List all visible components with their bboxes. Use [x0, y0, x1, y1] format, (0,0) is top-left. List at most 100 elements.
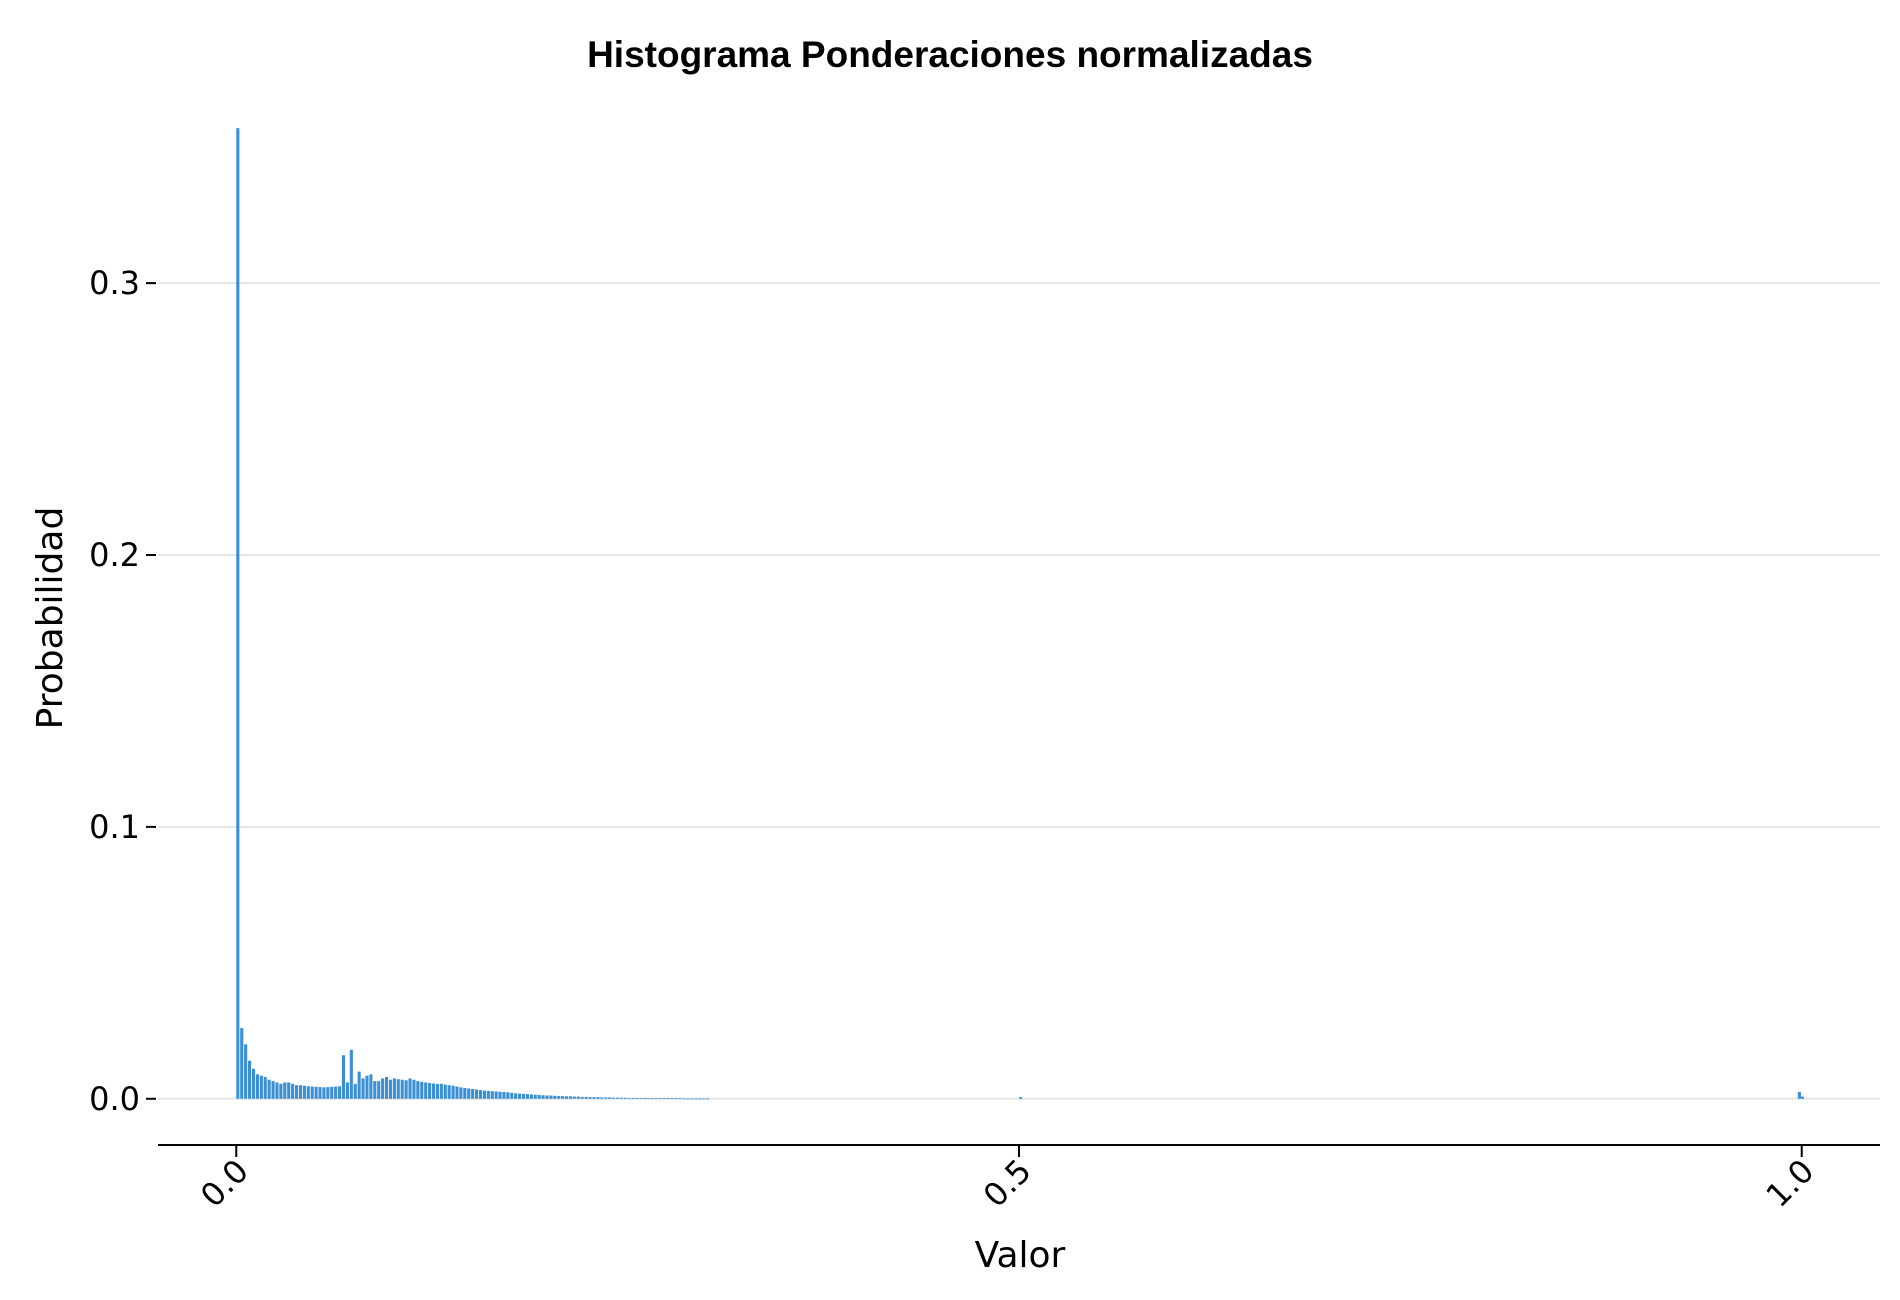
histogram-bar [400, 1079, 404, 1099]
y-tick-label: 0.1 [89, 808, 140, 846]
histogram-bar [420, 1081, 424, 1099]
histogram-bar [431, 1083, 436, 1099]
histogram-bar [255, 1074, 259, 1099]
histogram-bar [705, 1098, 710, 1100]
histogram-bar [588, 1097, 592, 1099]
histogram-bar [619, 1097, 623, 1099]
histogram-bar [338, 1086, 342, 1099]
histogram-bar [631, 1097, 635, 1099]
histogram-bar [1797, 1091, 1801, 1099]
histogram-bar [424, 1082, 428, 1099]
histogram-bar [408, 1078, 412, 1099]
histogram-bar [455, 1086, 459, 1099]
histogram-bar [502, 1091, 506, 1099]
histogram-bar [357, 1071, 361, 1099]
histogram-bar [604, 1097, 608, 1099]
histogram-bar [388, 1079, 393, 1099]
x-axis-label: Valor [975, 1235, 1066, 1276]
histogram-bar [361, 1078, 365, 1099]
histogram-bar [698, 1098, 702, 1100]
histogram-bar [287, 1082, 291, 1099]
histogram-bar [310, 1086, 314, 1099]
histogram-bar [537, 1094, 541, 1099]
histogram-bar [533, 1094, 537, 1099]
histogram-bar [392, 1078, 396, 1099]
histogram-bar [572, 1096, 576, 1099]
histogram-bar [314, 1086, 318, 1099]
histogram-bar [553, 1095, 557, 1099]
histogram-bar [592, 1097, 596, 1099]
histogram-bar [412, 1079, 416, 1099]
histogram-bar [655, 1098, 659, 1100]
histogram-bar [580, 1096, 584, 1099]
histogram-bar [529, 1094, 533, 1099]
histogram-bar [651, 1098, 655, 1100]
histogram-bar [443, 1084, 447, 1099]
histogram-bar [451, 1085, 455, 1099]
histogram-bar [690, 1098, 694, 1100]
histogram-bar [478, 1090, 483, 1099]
histogram-bar [369, 1074, 373, 1099]
histogram-bar [518, 1093, 522, 1099]
histogram-bar [498, 1091, 502, 1099]
histogram-bar [545, 1095, 549, 1099]
histogram-bar [701, 1098, 706, 1100]
histogram-bar [506, 1092, 510, 1099]
histogram-bar [658, 1098, 663, 1100]
histogram-bar [291, 1083, 295, 1099]
histogram-bar [565, 1096, 569, 1099]
histogram-bar [259, 1075, 263, 1099]
histogram-bar [377, 1081, 381, 1099]
histogram-bar [635, 1097, 639, 1099]
histogram-bar [467, 1088, 471, 1099]
histogram-bar [244, 1044, 248, 1099]
histogram-bar [381, 1078, 385, 1099]
histogram-bar [576, 1096, 580, 1099]
histogram-bar [584, 1096, 588, 1099]
chart-title: Histograma Ponderaciones normalizadas [587, 34, 1313, 75]
histogram-bar [475, 1089, 479, 1099]
histogram-bar [283, 1082, 287, 1099]
histogram-bar [334, 1086, 338, 1099]
histogram-bar [514, 1093, 518, 1099]
histogram-bar [568, 1096, 573, 1099]
histogram-bar [459, 1087, 463, 1099]
histogram-bar [521, 1093, 526, 1099]
histogram-bar [248, 1060, 252, 1099]
histogram-bar [330, 1086, 334, 1099]
histogram-bar [240, 1028, 244, 1099]
histogram-bar [482, 1090, 486, 1099]
x-tick-label: 1.0 [1759, 1152, 1822, 1215]
histogram-bar [611, 1097, 616, 1099]
histogram-bar [486, 1090, 490, 1099]
histogram-bar [416, 1081, 420, 1099]
histogram-bar [341, 1055, 346, 1099]
histogram-bar [439, 1083, 443, 1099]
histogram-bar [302, 1085, 306, 1099]
histogram-bar [596, 1097, 600, 1099]
histogram-bar [267, 1079, 271, 1099]
histogram-bar [306, 1086, 310, 1099]
histogram-bar [396, 1079, 400, 1099]
histogram-bar [608, 1097, 612, 1099]
histogram-bar [435, 1084, 439, 1099]
histogram-bar [279, 1083, 283, 1099]
histogram-bar [294, 1085, 299, 1099]
histogram-bar [639, 1097, 643, 1099]
histogram-bar [345, 1082, 349, 1099]
histogram-bar [298, 1085, 303, 1099]
histogram-bar [525, 1094, 529, 1099]
histogram-bar [643, 1097, 647, 1099]
histogram-bar [447, 1085, 451, 1099]
histogram-bar [682, 1098, 686, 1100]
histogram-bar [251, 1068, 256, 1099]
y-tick-label: 0.3 [89, 264, 140, 302]
grid-lines [158, 282, 1880, 1100]
histogram-bar [541, 1095, 545, 1099]
histogram-bar [275, 1082, 279, 1099]
histogram-bar [549, 1095, 553, 1099]
histogram-bar [1019, 1097, 1023, 1099]
histogram-bar [1800, 1096, 1805, 1099]
histogram-bar [666, 1098, 670, 1100]
histogram-bar [670, 1098, 674, 1100]
